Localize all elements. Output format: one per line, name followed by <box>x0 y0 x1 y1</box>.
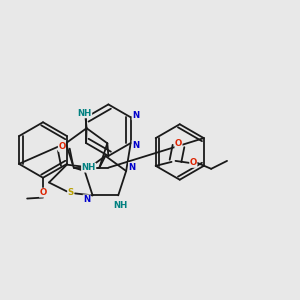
Text: NH: NH <box>77 109 92 118</box>
Text: N: N <box>83 195 90 204</box>
Text: N: N <box>128 163 136 172</box>
Text: O: O <box>190 158 197 167</box>
Text: N: N <box>132 111 139 120</box>
Text: O: O <box>58 142 65 151</box>
Text: O: O <box>175 139 182 148</box>
Text: O: O <box>39 188 46 197</box>
Text: S: S <box>68 188 74 197</box>
Text: N: N <box>132 140 139 149</box>
Text: NH: NH <box>113 201 127 210</box>
Text: NH: NH <box>82 163 96 172</box>
